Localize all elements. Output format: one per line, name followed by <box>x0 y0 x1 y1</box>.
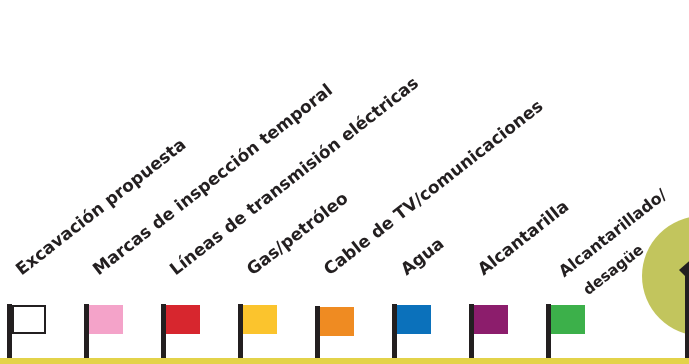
flag-label-water: Agua <box>397 233 449 280</box>
flag-pole <box>392 304 397 364</box>
flag-pole <box>84 304 89 364</box>
flag-pole <box>546 304 551 364</box>
flag-swatch-electric-lines <box>166 305 200 334</box>
ground-strip <box>0 358 689 364</box>
flag-pole <box>161 304 166 364</box>
flag-swatch-temporary-marks <box>89 305 123 334</box>
flag-swatch-sewer <box>474 305 508 334</box>
flag-swatch-proposed-excavation <box>12 305 46 334</box>
flag-swatch-sewer-drain <box>551 305 585 334</box>
flag-pole <box>238 304 243 364</box>
flag-swatch-tv-communications <box>320 307 354 336</box>
flag-pole <box>469 304 474 364</box>
flag-pole <box>315 306 320 364</box>
flag-swatch-water <box>397 305 431 334</box>
flag-stake-icon <box>679 261 689 364</box>
flag-pole <box>7 304 12 364</box>
flag-swatch-gas-oil <box>243 305 277 334</box>
